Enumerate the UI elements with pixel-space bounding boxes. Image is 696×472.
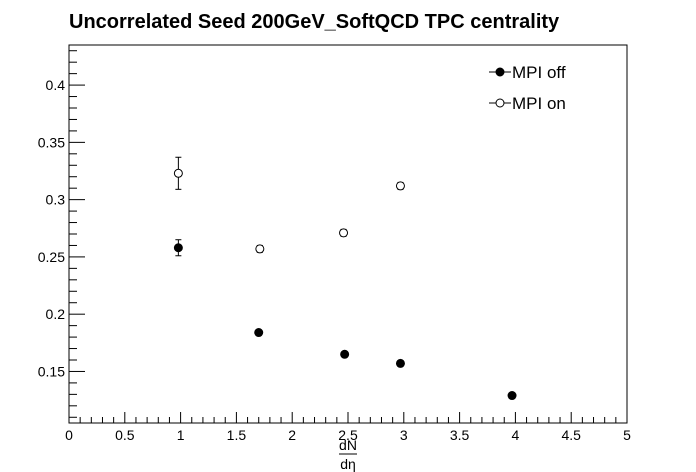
x-tick-label: 3.5 bbox=[450, 427, 470, 443]
x-axis-label: dN dη bbox=[339, 437, 357, 472]
legend: MPI off MPI on bbox=[489, 63, 566, 113]
y-tick-label: 0.15 bbox=[38, 363, 65, 379]
data-point bbox=[396, 359, 404, 367]
chart-title: Uncorrelated Seed 200GeV_SoftQCD TPC cen… bbox=[69, 11, 560, 33]
y-axis: 0.15 0.2 0.25 0.3 0.35 0.4 bbox=[38, 51, 85, 418]
x-tick-label: 1 bbox=[177, 427, 185, 443]
x-tick-label: 1.5 bbox=[227, 427, 247, 443]
legend-marker-mpi-off bbox=[496, 68, 504, 76]
legend-label-mpi-off: MPI off bbox=[512, 63, 566, 82]
data-point bbox=[174, 169, 182, 177]
data-point bbox=[508, 392, 516, 400]
chart: Uncorrelated Seed 200GeV_SoftQCD TPC cen… bbox=[0, 0, 696, 472]
data-point bbox=[340, 229, 348, 237]
x-axis-label-numerator: dN bbox=[339, 437, 357, 453]
legend-label-mpi-on: MPI on bbox=[512, 94, 566, 113]
y-tick-label: 0.3 bbox=[46, 192, 66, 208]
x-axis-label-denominator: dη bbox=[340, 456, 356, 472]
x-tick-label: 4.5 bbox=[561, 427, 581, 443]
x-tick-label: 0.5 bbox=[115, 427, 135, 443]
legend-entry-mpi-off: MPI off bbox=[489, 63, 566, 82]
series-layer bbox=[174, 157, 516, 399]
series-mpi-on bbox=[174, 157, 404, 253]
data-point bbox=[396, 182, 404, 190]
x-tick-label: 5 bbox=[623, 427, 631, 443]
y-tick-label: 0.25 bbox=[38, 249, 65, 265]
x-tick-label: 2 bbox=[288, 427, 296, 443]
legend-marker-mpi-on bbox=[496, 99, 504, 107]
x-tick-label: 4 bbox=[512, 427, 520, 443]
data-point bbox=[174, 244, 182, 252]
data-point bbox=[255, 329, 263, 337]
data-point bbox=[341, 350, 349, 358]
y-tick-label: 0.2 bbox=[46, 306, 66, 322]
y-tick-label: 0.4 bbox=[46, 77, 66, 93]
y-tick-label: 0.35 bbox=[38, 134, 65, 150]
data-point bbox=[256, 245, 264, 253]
series-mpi-off bbox=[174, 240, 516, 400]
x-tick-label: 3 bbox=[400, 427, 408, 443]
x-tick-label: 0 bbox=[65, 427, 73, 443]
legend-entry-mpi-on: MPI on bbox=[489, 94, 566, 113]
